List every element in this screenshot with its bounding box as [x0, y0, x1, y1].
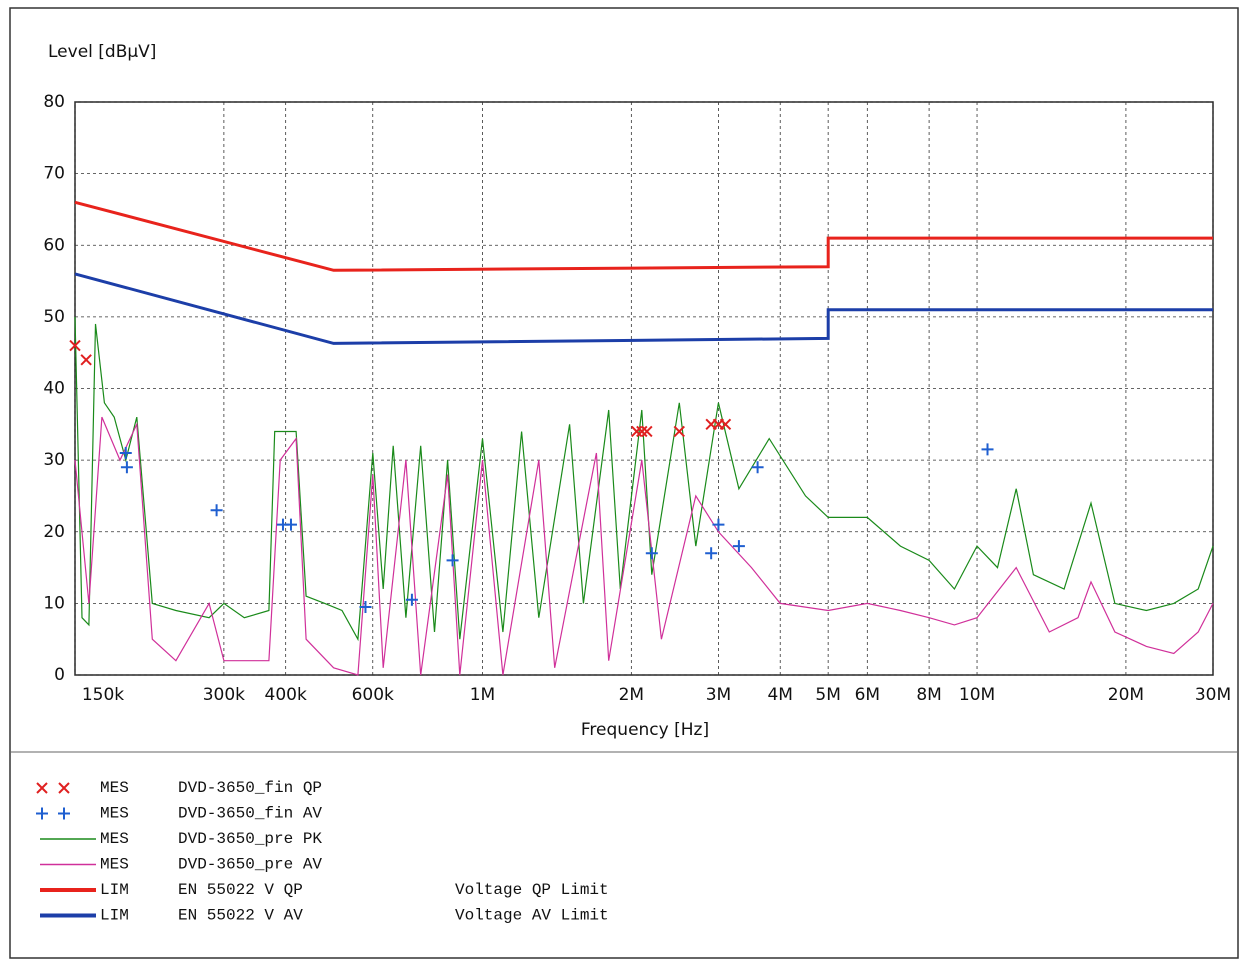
x-tick-label: 600k	[352, 685, 394, 705]
marker-plus	[36, 807, 48, 820]
legend-label: DVD-3650_pre AV	[178, 856, 322, 874]
x-tick-label: 20M	[1108, 685, 1144, 705]
marker-plus	[119, 446, 132, 459]
y-tick-label: 60	[43, 235, 65, 255]
legend-kind: LIM	[100, 907, 129, 925]
legend-label: DVD-3650_fin AV	[178, 805, 322, 823]
x-axis-title: Frequency [Hz]	[581, 720, 709, 740]
legend-kind: MES	[100, 830, 129, 848]
legend-label: EN 55022 V AV	[178, 907, 303, 925]
x-tick-label: 400k	[265, 685, 307, 705]
marker-x	[636, 425, 648, 438]
x-tick-label: 6M	[855, 685, 880, 705]
x-tick-label: 300k	[203, 685, 245, 705]
y-tick-label: 20	[43, 522, 65, 542]
marker-plus	[58, 807, 70, 820]
legend-label: EN 55022 V QP	[178, 881, 303, 899]
series-line	[74, 416, 1214, 676]
x-tick-label: 5M	[815, 685, 840, 705]
x-tick-label: 150k	[82, 685, 124, 705]
x-tick-label: 1M	[470, 685, 495, 705]
series-line	[74, 200, 1213, 272]
y-tick-label: 30	[43, 450, 65, 470]
legend-label: DVD-3650_fin QP	[178, 779, 322, 797]
marker-x	[80, 354, 92, 366]
x-tick-label: 10M	[959, 685, 995, 705]
marker-plus	[712, 518, 725, 531]
y-tick-label: 40	[43, 379, 65, 399]
marker-plus	[446, 554, 459, 567]
legend-kind: LIM	[100, 881, 129, 899]
marker-plus	[732, 540, 745, 553]
y-tick-label: 0	[54, 665, 65, 685]
marker-plus	[981, 443, 994, 456]
legend-note: Voltage QP Limit	[455, 881, 609, 899]
marker-x	[630, 425, 643, 438]
legend-kind: MES	[100, 856, 129, 874]
y-tick-label: 10	[43, 593, 65, 613]
series-line	[74, 316, 1214, 642]
y-tick-label: 50	[43, 307, 65, 327]
marker-x	[58, 782, 70, 794]
marker-plus	[405, 593, 418, 606]
marker-plus	[359, 600, 372, 613]
legend-kind: MES	[100, 779, 129, 797]
marker-x	[36, 782, 48, 794]
legend-label: DVD-3650_pre PK	[178, 830, 322, 848]
legend-kind: MES	[100, 805, 129, 823]
marker-plus	[705, 547, 718, 560]
x-tick-label: 2M	[619, 685, 644, 705]
y-tick-label: 80	[43, 92, 65, 112]
marker-plus	[120, 461, 133, 474]
x-tick-label: 30M	[1195, 685, 1231, 705]
marker-plus	[645, 547, 658, 560]
marker-plus	[751, 461, 764, 474]
x-tick-label: 4M	[767, 685, 792, 705]
y-axis-title: Level [dBµV]	[48, 42, 156, 62]
series-line	[74, 272, 1213, 345]
x-tick-label: 8M	[916, 685, 941, 705]
x-tick-label: 3M	[706, 685, 731, 705]
frame	[9, 7, 1239, 959]
marker-x	[69, 339, 81, 352]
marker-x	[641, 425, 653, 438]
marker-plus	[210, 504, 223, 517]
y-tick-label: 70	[43, 164, 65, 184]
marker-x	[673, 425, 685, 438]
legend-note: Voltage AV Limit	[455, 907, 609, 925]
marker-x	[719, 418, 732, 431]
marker-plus	[284, 518, 297, 531]
